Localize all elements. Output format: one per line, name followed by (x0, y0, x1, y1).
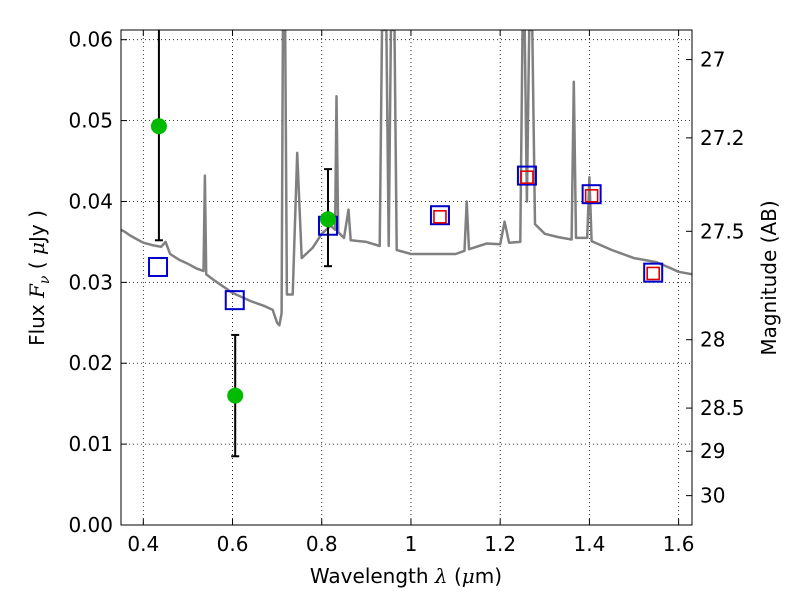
model-photometry-point (516, 165, 537, 186)
x-axis-label-prefix: Wavelength (310, 564, 435, 588)
detection-point (150, 118, 167, 135)
observed-photometry-point (433, 210, 447, 224)
y-tick-label: 0.06 (68, 28, 113, 52)
y-axis-label-unit-mu: μ (25, 242, 49, 255)
model-photometry-point (224, 290, 245, 311)
x-tick-label: 0.4 (127, 532, 159, 556)
detection-point (319, 211, 336, 228)
marker-layer (148, 30, 664, 458)
mag-tick-label: 27.5 (700, 219, 745, 243)
y-tick-label: 0.00 (68, 513, 113, 537)
y2-axis-label: Magnitude (AB) (757, 200, 781, 355)
y-tick-label: 0.05 (68, 109, 113, 133)
x-tick-label: 1.4 (573, 532, 605, 556)
mag-tick-label: 30 (700, 484, 725, 508)
x-tick-label: 0.8 (306, 532, 338, 556)
mag-tick-label: 28.5 (700, 396, 745, 420)
model-photometry-point (581, 184, 602, 205)
grid (121, 30, 692, 526)
axes: 0.4 0.6 0.8 1 1.2 1.4 1.6 0.00 0.01 0.02 0.03 0.04 0… (68, 28, 744, 556)
model-photometry-point (643, 262, 664, 283)
y-axis-label-prefix: Flux (25, 298, 49, 346)
x-tick-label: 1 (405, 532, 418, 556)
x-tick-label: 1.6 (663, 532, 695, 556)
sed-line (121, 30, 692, 327)
x-axis-label-unit-mu: μ (462, 564, 475, 588)
y-axis-label-unit-open: ( (25, 255, 49, 276)
y-axis-label-subscript: ν (37, 275, 53, 284)
x-tick-label: 1.2 (484, 532, 516, 556)
x-axis-label-unit-rest: m) (475, 564, 502, 588)
mag-tick-label: 28 (700, 328, 725, 352)
observed-photometry-point (646, 266, 660, 281)
y-tick-label: 0.04 (68, 189, 113, 213)
y-axis-label-unit-rest: Jy ) (25, 210, 49, 244)
mag-tick-label: 29 (700, 439, 725, 463)
model-photometry-point (429, 205, 450, 226)
plot-frame (120, 29, 693, 526)
observed-photometry-point (520, 170, 534, 185)
plot-area (121, 30, 692, 327)
y-tick-label: 0.03 (68, 270, 113, 294)
x-axis-label: Wavelength λ (μm) (310, 564, 502, 588)
detection-point (227, 387, 244, 404)
y-tick-label: 0.01 (68, 432, 113, 456)
x-axis-label-unit-open: ( (448, 564, 462, 588)
x-axis-label-symbol: λ (434, 564, 448, 588)
x-tick-label: 0.6 (217, 532, 249, 556)
mag-tick-label: 27 (700, 48, 725, 72)
y-axis-label-symbol: F (25, 283, 49, 299)
model-photometry-point (148, 256, 169, 277)
y-axis-label: Flux Fν ( μJy ) (25, 210, 53, 346)
y-tick-label: 0.02 (68, 351, 113, 375)
mag-tick-label: 27.2 (700, 126, 745, 150)
observed-photometry-point (584, 189, 599, 203)
